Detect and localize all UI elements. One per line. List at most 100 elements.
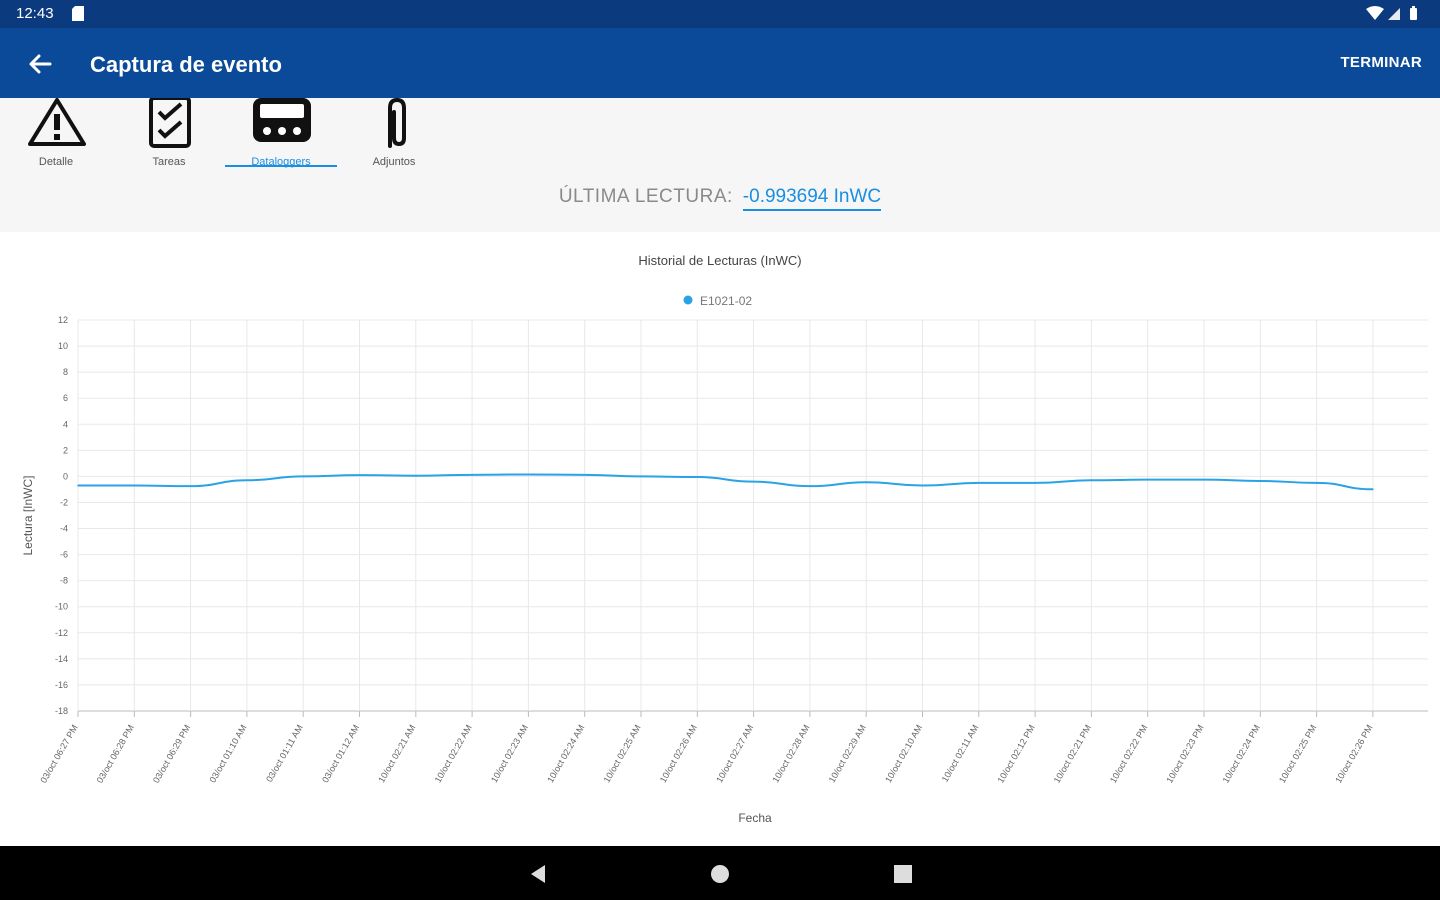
y-tick-label: 0 xyxy=(63,471,68,481)
series-line-e1021-02 xyxy=(77,473,1373,491)
tab-label: Adjuntos xyxy=(372,156,416,168)
y-tick-label: -12 xyxy=(55,628,68,638)
x-tick-label: 10/oct 02:12 PM xyxy=(995,723,1036,785)
y-tick-label: -14 xyxy=(55,654,68,664)
sd-card-icon xyxy=(72,6,84,21)
y-tick-label: -18 xyxy=(55,706,68,716)
x-tick-label: 03/oct 06:29 PM xyxy=(151,723,192,785)
finish-button[interactable]: TERMINAR xyxy=(1340,54,1422,71)
wifi-icon xyxy=(1366,6,1384,20)
datalogger-icon xyxy=(253,98,311,142)
readings-chart: Historial de Lecturas (InWC) E1021-02 12 10… xyxy=(21,253,1428,825)
x-tick-label: 03/oct 06:27 PM xyxy=(38,723,79,785)
y-tick-label: 8 xyxy=(63,367,68,377)
last-reading-label: ÚLTIMA LECTURA: xyxy=(558,186,733,207)
data-point xyxy=(358,474,361,476)
data-point xyxy=(752,480,755,483)
y-tick-label: 10 xyxy=(58,341,68,351)
y-tick-label: 12 xyxy=(58,315,68,325)
data-point xyxy=(246,479,248,482)
x-tick-label: 10/oct 02:26 PM xyxy=(1333,723,1374,785)
x-tick-label: 03/oct 01:11 AM xyxy=(264,723,305,784)
x-axis-label: Fecha xyxy=(738,811,772,825)
data-point xyxy=(809,485,811,487)
x-tick-label: 10/oct 02:26 AM xyxy=(658,723,699,784)
data-point xyxy=(527,473,530,476)
x-tick-label: 10/oct 02:25 PM xyxy=(1277,723,1318,785)
data-point xyxy=(865,481,867,484)
tab-label: Tareas xyxy=(152,156,186,168)
data-point xyxy=(978,482,980,484)
y-tick-label: 6 xyxy=(63,393,68,403)
data-point xyxy=(1034,482,1036,484)
last-reading: ÚLTIMA LECTURA: -0.993694 InWC xyxy=(0,186,1440,211)
checklist-icon xyxy=(149,98,191,148)
x-tick-label: 03/oct 06:28 PM xyxy=(95,723,136,785)
tab-tareas[interactable]: Tareas xyxy=(113,98,225,172)
data-point xyxy=(302,475,305,478)
data-point xyxy=(1259,480,1262,482)
tab-adjuntos[interactable]: Adjuntos xyxy=(338,98,450,172)
signal-icon xyxy=(1388,8,1400,20)
x-tick-label: 03/oct 01:10 AM xyxy=(207,723,248,784)
y-tick-label: -16 xyxy=(55,680,68,690)
legend-label: E1021-02 xyxy=(700,294,752,308)
x-tick-label: 10/oct 02:23 AM xyxy=(489,723,530,784)
data-point xyxy=(1372,488,1374,491)
data-point xyxy=(133,484,136,487)
data-point xyxy=(696,476,699,478)
x-tick-label: 03/oct 01:12 AM xyxy=(320,723,361,784)
x-tick-label: 10/oct 02:27 AM xyxy=(714,723,755,784)
x-tick-label: 10/oct 02:24 AM xyxy=(545,723,586,784)
data-point xyxy=(583,474,586,476)
tab-label: Detalle xyxy=(38,156,74,168)
y-tick-label: 4 xyxy=(63,419,68,429)
x-tick-label: 10/oct 02:24 PM xyxy=(1221,723,1262,785)
data-point xyxy=(921,484,924,487)
data-point xyxy=(189,485,192,487)
status-time: 12:43 xyxy=(16,5,54,22)
data-point xyxy=(77,484,79,487)
y-axis-label: Lectura [InWC] xyxy=(21,475,35,555)
x-tick-label: 10/oct 02:28 AM xyxy=(770,723,811,784)
data-point xyxy=(415,474,417,477)
y-tick-label: -4 xyxy=(60,524,68,534)
tab-detalle[interactable]: Detalle xyxy=(0,98,112,172)
y-tick-label: -10 xyxy=(55,602,68,612)
nav-recents-icon[interactable] xyxy=(892,863,914,885)
paperclip-icon xyxy=(388,98,406,148)
active-tab-indicator xyxy=(225,165,337,167)
x-tick-label: 10/oct 02:21 PM xyxy=(1052,723,1093,785)
x-tick-label: 10/oct 02:11 AM xyxy=(940,723,981,784)
x-tick-label: 10/oct 02:21 AM xyxy=(376,723,417,784)
x-tick-label: 10/oct 02:10 AM xyxy=(883,723,924,784)
data-point xyxy=(1315,482,1318,484)
nav-back-icon[interactable] xyxy=(527,863,549,885)
y-tick-label: -6 xyxy=(60,550,68,560)
y-tick-label: 2 xyxy=(63,445,68,455)
status-icons xyxy=(1366,6,1417,20)
app-bar: Captura de evento TERMINAR xyxy=(0,28,1440,98)
last-reading-value[interactable]: -0.993694 InWC xyxy=(742,186,882,211)
data-point xyxy=(1146,478,1149,481)
battery-icon xyxy=(1410,6,1417,20)
y-tick-label: -2 xyxy=(60,497,68,507)
page-title: Captura de evento xyxy=(90,52,282,77)
x-tick-label: 10/oct 02:23 PM xyxy=(1164,723,1205,785)
x-tick-label: 10/oct 02:22 AM xyxy=(433,723,474,784)
chart-title: Historial de Lecturas (InWC) xyxy=(638,253,801,268)
tab-dataloggers[interactable]: Dataloggers xyxy=(225,98,337,172)
navigation-bar xyxy=(0,846,1440,900)
x-tick-label: 10/oct 02:22 PM xyxy=(1108,723,1149,785)
y-tick-label: -8 xyxy=(60,576,68,586)
data-point xyxy=(1203,478,1205,481)
nav-home-icon[interactable] xyxy=(709,863,731,885)
data-point xyxy=(1090,479,1093,482)
legend-marker xyxy=(683,295,693,305)
event-tabs: Detalle Tareas Dataloggers Adjuntos ÚLTI… xyxy=(0,98,1440,232)
warning-icon xyxy=(28,98,86,146)
data-point xyxy=(640,475,642,478)
chart-area: Historial de Lecturas (InWC) E1021-02 12 10… xyxy=(0,232,1440,846)
back-arrow-icon[interactable] xyxy=(24,48,56,80)
data-point xyxy=(471,474,473,476)
